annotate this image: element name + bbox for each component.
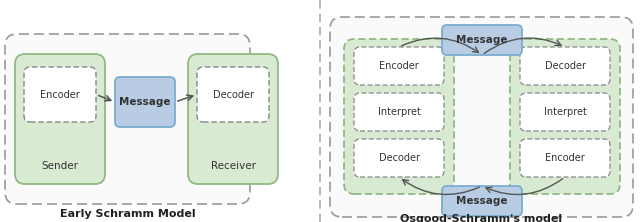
Text: Interpret: Interpret — [378, 107, 420, 117]
FancyBboxPatch shape — [24, 67, 96, 122]
FancyBboxPatch shape — [520, 139, 610, 177]
Text: Encoder: Encoder — [40, 89, 80, 99]
Text: Message: Message — [119, 97, 171, 107]
Text: Interpret: Interpret — [543, 107, 586, 117]
FancyBboxPatch shape — [520, 47, 610, 85]
Text: Message: Message — [456, 196, 508, 206]
FancyBboxPatch shape — [354, 93, 444, 131]
FancyBboxPatch shape — [5, 34, 250, 204]
FancyBboxPatch shape — [510, 39, 620, 194]
Text: Sender: Sender — [42, 161, 79, 171]
Text: Encoder: Encoder — [379, 61, 419, 71]
FancyBboxPatch shape — [354, 47, 444, 85]
FancyBboxPatch shape — [15, 54, 105, 184]
FancyBboxPatch shape — [442, 186, 522, 216]
Text: Receiver: Receiver — [211, 161, 255, 171]
FancyBboxPatch shape — [197, 67, 269, 122]
Text: Encoder: Encoder — [545, 153, 585, 163]
FancyBboxPatch shape — [344, 39, 454, 194]
Text: Decoder: Decoder — [545, 61, 586, 71]
FancyBboxPatch shape — [520, 93, 610, 131]
Text: Message: Message — [456, 35, 508, 45]
FancyBboxPatch shape — [354, 139, 444, 177]
Text: Early Schramm Model: Early Schramm Model — [60, 209, 195, 219]
Text: Decoder: Decoder — [212, 89, 253, 99]
FancyBboxPatch shape — [188, 54, 278, 184]
FancyBboxPatch shape — [115, 77, 175, 127]
FancyBboxPatch shape — [330, 17, 633, 217]
FancyBboxPatch shape — [442, 25, 522, 55]
Text: Osgood-Schramm's model: Osgood-Schramm's model — [401, 214, 563, 222]
Text: Decoder: Decoder — [378, 153, 419, 163]
